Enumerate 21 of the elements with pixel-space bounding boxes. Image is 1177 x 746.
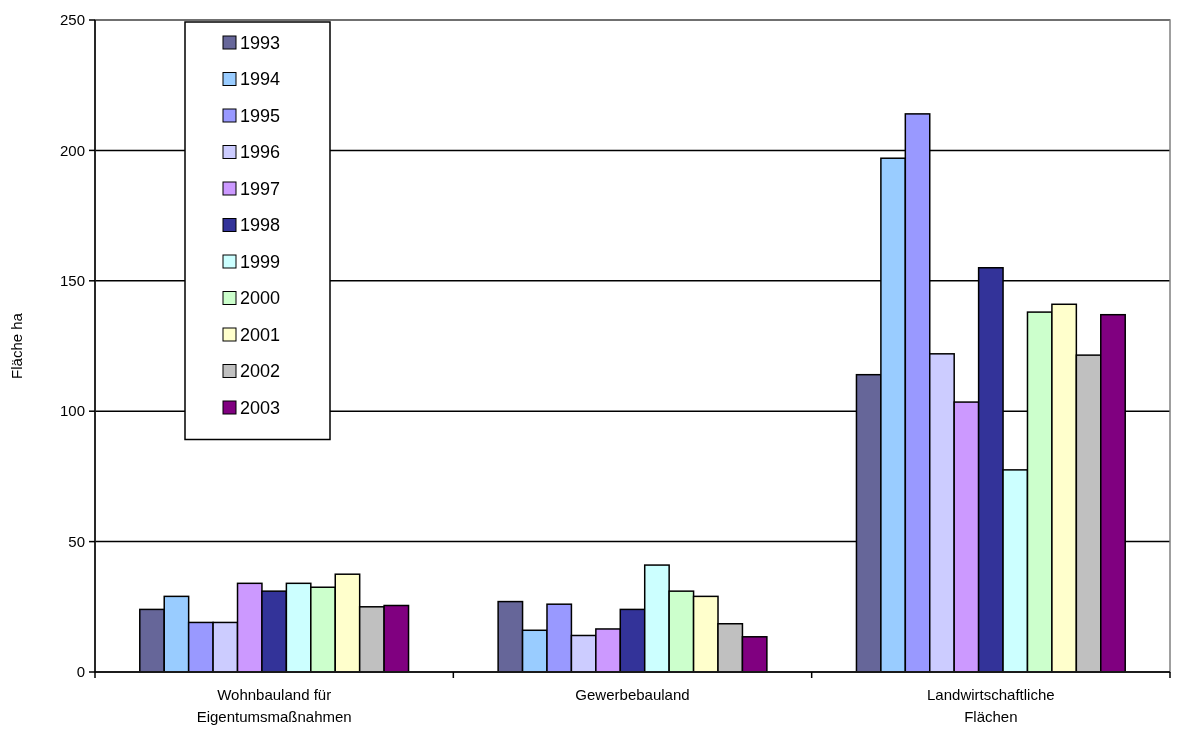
legend-label: 1993: [240, 32, 281, 53]
x-tick-label: Wohnbauland für Eigentumsmaßnahmen: [196, 686, 352, 725]
legend-label: 2000: [240, 288, 281, 309]
y-tick-label: 200: [59, 141, 85, 159]
x-tick-label: Gewerbebauland: [575, 686, 690, 703]
legend-label: 1998: [240, 215, 281, 236]
y-tick-label: 50: [68, 532, 85, 550]
y-tick-label: 150: [59, 272, 85, 290]
legend-label: 1996: [240, 142, 281, 163]
legend-label: 1999: [240, 251, 281, 272]
legend-label: 1995: [240, 105, 281, 126]
y-tick-label: 0: [76, 663, 85, 681]
legend-label: 2003: [240, 397, 281, 418]
legend-label: 2002: [240, 361, 281, 382]
legend-label: 1994: [240, 69, 281, 90]
legend-label: 2001: [240, 324, 281, 345]
x-tick-label: Landwirtschaftliche Flächen: [927, 686, 1055, 725]
y-tick-label: 100: [59, 402, 85, 420]
y-tick-label: 250: [59, 11, 85, 29]
y-axis-title: Fläche ha: [8, 312, 25, 379]
legend-label: 1997: [240, 178, 281, 199]
